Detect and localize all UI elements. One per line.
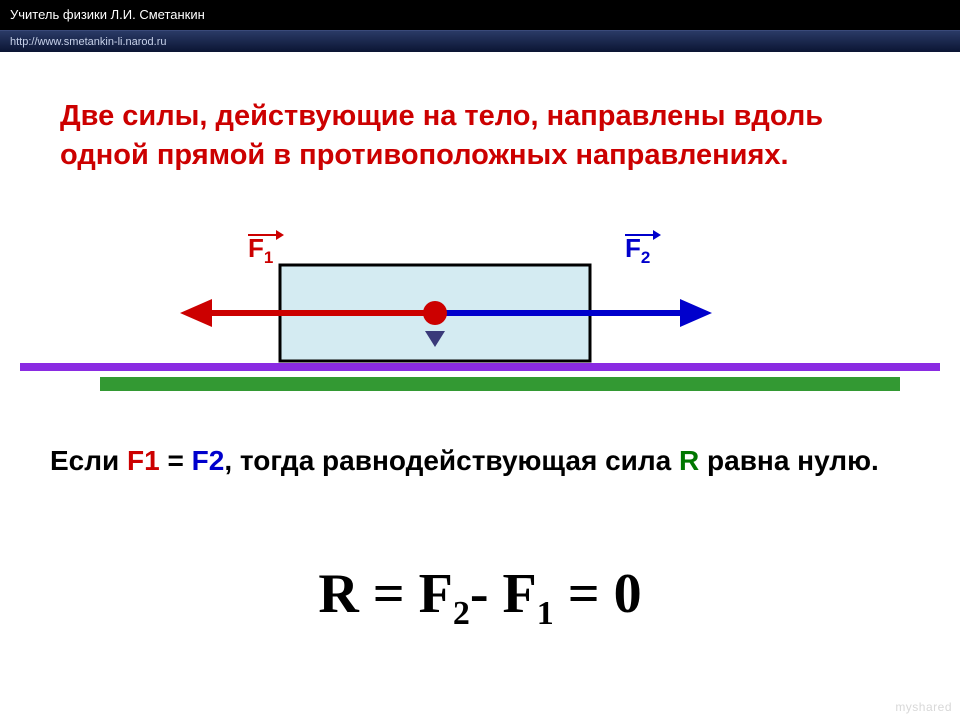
f2-vector-mark-head xyxy=(653,230,661,240)
header-title: Учитель физики Л.И. Сметанкин xyxy=(10,7,205,22)
f2-arrow-head xyxy=(680,299,712,327)
force-diagram: F1 F2 xyxy=(0,217,960,417)
explanation-text: Если F1 = F2, тогда равнодействующая сил… xyxy=(50,442,930,480)
explain-eq: = xyxy=(160,445,192,476)
watermark: myshared xyxy=(895,700,952,714)
ground-green xyxy=(100,377,900,391)
f1-label: F1 xyxy=(248,233,273,267)
url-bar: http://www.smetankin-li.narod.ru xyxy=(0,30,960,52)
explain-post: равна нулю. xyxy=(699,445,879,476)
f1-arrow-head xyxy=(180,299,212,327)
explain-f2: F2 xyxy=(192,445,225,476)
explain-pre: Если xyxy=(50,445,127,476)
slide-content: Две силы, действующие на тело, направлен… xyxy=(0,52,960,720)
ground-purple xyxy=(20,363,940,371)
slide-title: Две силы, действующие на тело, направлен… xyxy=(60,97,930,175)
title-line-2: одной прямой в противоположных направлен… xyxy=(60,139,789,171)
explain-mid: , тогда равнодействующая сила xyxy=(224,445,679,476)
explain-r: R xyxy=(679,445,699,476)
f2-label: F2 xyxy=(625,233,650,267)
f1-vector-mark-head xyxy=(276,230,284,240)
formula: R = F2- F1 = 0 xyxy=(0,562,960,633)
header-url: http://www.smetankin-li.narod.ru xyxy=(10,36,167,48)
explain-f1: F1 xyxy=(127,445,160,476)
header-bar: Учитель физики Л.И. Сметанкин xyxy=(0,0,960,30)
title-line-1: Две силы, действующие на тело, направлен… xyxy=(60,100,823,132)
center-dot xyxy=(423,301,447,325)
